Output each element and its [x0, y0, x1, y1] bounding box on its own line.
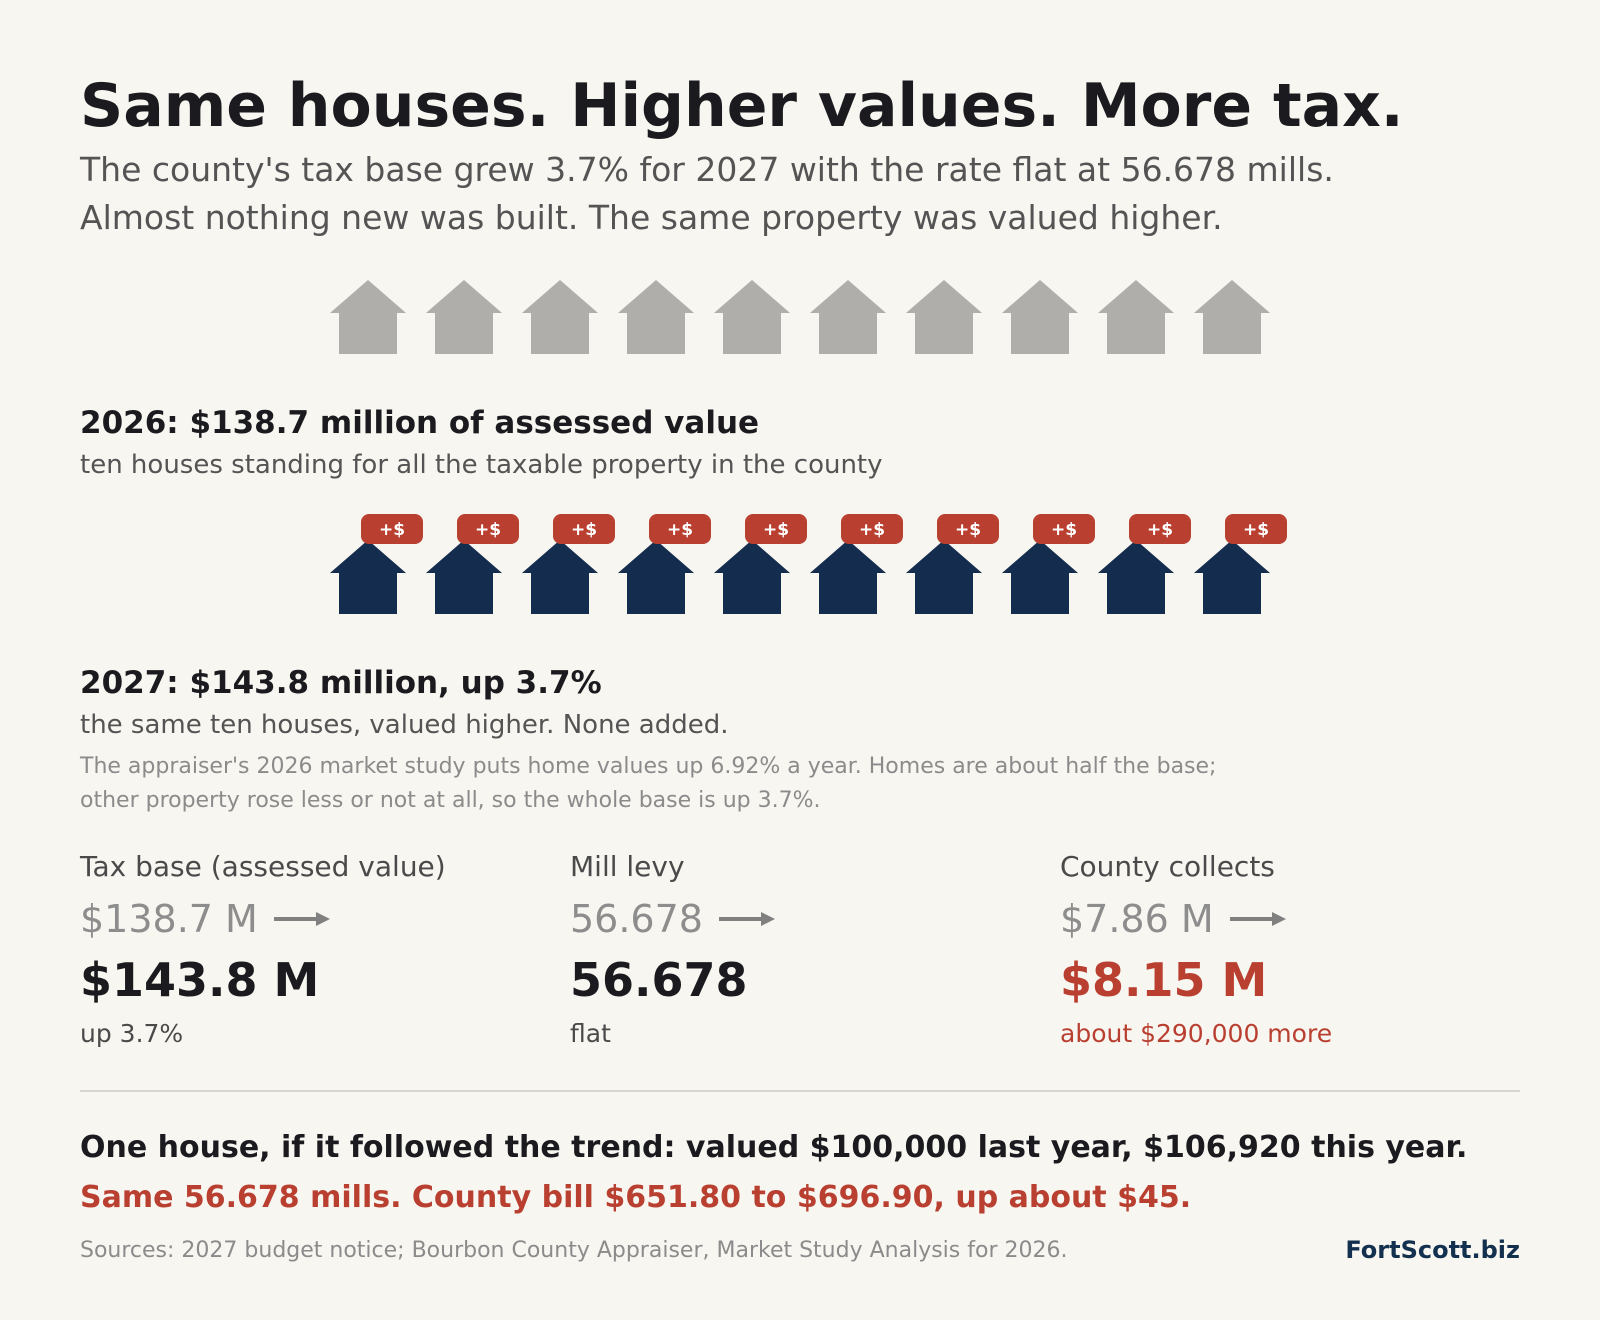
- stat-new-value: 56.678: [570, 953, 748, 1007]
- divider: [80, 1090, 1520, 1092]
- house-icon: [1194, 280, 1270, 354]
- section-2026-heading: 2026: $138.7 million of assessed value: [80, 405, 760, 441]
- stat-label: Mill levy: [570, 850, 685, 883]
- badge-label: +$: [1051, 520, 1077, 540]
- badge-label: +$: [955, 520, 981, 540]
- sources-note: Sources: 2027 budget notice; Bourbon Cou…: [80, 1238, 1068, 1263]
- stat-label: County collects: [1060, 850, 1275, 883]
- house-icon: [906, 280, 982, 354]
- stat-note: up 3.7%: [80, 1019, 184, 1048]
- stat-new-value: $143.8 M: [80, 953, 320, 1007]
- stat-old-value-row: $138.7 M: [80, 897, 446, 941]
- house-icon: [714, 280, 790, 354]
- house-icon: [618, 280, 694, 354]
- house-icon: [618, 540, 694, 614]
- badge-label: +$: [667, 520, 693, 540]
- stat-old-value: 56.678: [570, 897, 703, 941]
- house-icon: [426, 540, 502, 614]
- stat-tax-base: Tax base (assessed value) $138.7 M $143.…: [80, 850, 446, 1048]
- brand-logo: FortScott.biz: [1345, 1236, 1520, 1264]
- badge-label: +$: [1147, 520, 1173, 540]
- page-title: Same houses. Higher values. More tax.: [80, 71, 1404, 141]
- subtitle-line-1: The county's tax base grew 3.7% for 2027…: [80, 150, 1334, 189]
- section-2027-note-line-1: The appraiser's 2026 market study puts h…: [80, 754, 1217, 779]
- house-icon: [714, 540, 790, 614]
- arrow-right-icon: [1229, 912, 1286, 926]
- house-icon: [1098, 280, 1174, 354]
- subtitle-line-2: Almost nothing new was built. The same p…: [80, 198, 1223, 237]
- value-up-badge: +$: [1225, 514, 1287, 544]
- house-icon: [1002, 540, 1078, 614]
- house-icon: [330, 280, 406, 354]
- value-up-badge: +$: [649, 514, 711, 544]
- value-up-badge: +$: [361, 514, 423, 544]
- section-2027-heading: 2027: $143.8 million, up 3.7%: [80, 665, 602, 701]
- house-icon: [522, 540, 598, 614]
- section-2027-caption: the same ten houses, valued higher. None…: [80, 710, 729, 740]
- stat-note: about $290,000 more: [1060, 1019, 1333, 1048]
- value-up-badge: +$: [457, 514, 519, 544]
- house-icon: [810, 280, 886, 354]
- badge-label: +$: [475, 520, 501, 540]
- house-icon: [426, 280, 502, 354]
- house-icon: [1098, 540, 1174, 614]
- arrow-right-icon: [273, 912, 330, 926]
- stat-mill-levy: Mill levy 56.678 56.678 flat: [570, 850, 777, 1048]
- badge-label: +$: [379, 520, 405, 540]
- house-icon: [810, 540, 886, 614]
- stat-note: flat: [570, 1019, 611, 1048]
- arrow-right-icon: [718, 912, 775, 926]
- house-icon: [522, 280, 598, 354]
- value-up-badge: +$: [553, 514, 615, 544]
- stat-old-value-row: $7.86 M: [1060, 897, 1332, 941]
- example-line-2: Same 56.678 mills. County bill $651.80 t…: [80, 1180, 1192, 1215]
- house-icon: [330, 540, 406, 614]
- badge-label: +$: [763, 520, 789, 540]
- value-up-badge: +$: [1129, 514, 1191, 544]
- stat-old-value: $138.7 M: [80, 897, 258, 941]
- stat-label: Tax base (assessed value): [80, 850, 446, 883]
- example-line-1: One house, if it followed the trend: val…: [80, 1130, 1468, 1165]
- value-up-badge: +$: [841, 514, 903, 544]
- stat-old-value: $7.86 M: [1060, 897, 1214, 941]
- stat-new-value: $8.15 M: [1060, 953, 1268, 1007]
- house-icon: [1002, 280, 1078, 354]
- value-up-badge: +$: [1033, 514, 1095, 544]
- section-2026-caption: ten houses standing for all the taxable …: [80, 450, 883, 480]
- section-2027-note-line-2: other property rose less or not at all, …: [80, 788, 821, 813]
- house-icon: [1194, 540, 1270, 614]
- house-icon: [906, 540, 982, 614]
- value-up-badge: +$: [745, 514, 807, 544]
- stat-county-collects: County collects $7.86 M $8.15 M about $2…: [1060, 850, 1332, 1048]
- badge-label: +$: [1243, 520, 1269, 540]
- stat-old-value-row: 56.678: [570, 897, 777, 941]
- badge-label: +$: [571, 520, 597, 540]
- value-up-badge: +$: [937, 514, 999, 544]
- badge-label: +$: [859, 520, 885, 540]
